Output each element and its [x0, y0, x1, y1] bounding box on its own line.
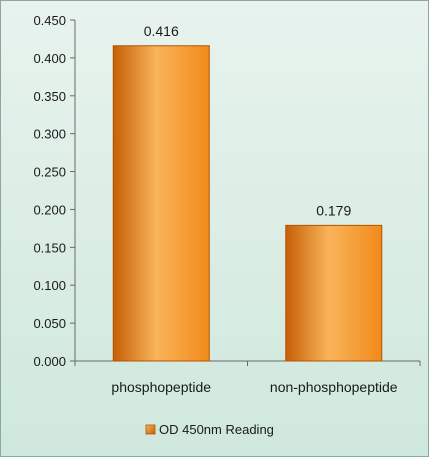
y-tick-label: 0.100: [33, 278, 66, 293]
y-tick-label: 0.350: [33, 89, 66, 104]
y-tick-label: 0.000: [33, 354, 66, 369]
legend-label: OD 450nm Reading: [159, 422, 274, 437]
data-label: 0.416: [144, 23, 179, 39]
bar-phosphopeptide: [112, 45, 210, 362]
y-tick-label: 0.150: [33, 240, 66, 255]
category-label: non-phosphopeptide: [270, 379, 398, 395]
data-label: 0.179: [316, 202, 351, 218]
legend-swatch: [145, 424, 156, 435]
y-tick-label: 0.250: [33, 165, 66, 180]
y-tick-label: 0.200: [33, 202, 66, 217]
y-tick-label: 0.450: [33, 13, 66, 28]
y-tick-label: 0.300: [33, 127, 66, 142]
y-tick-label: 0.400: [33, 51, 66, 66]
category-label: phosphopeptide: [111, 379, 211, 395]
bar-non-phosphopeptide: [285, 224, 383, 362]
y-tick-label: 0.050: [33, 316, 66, 331]
